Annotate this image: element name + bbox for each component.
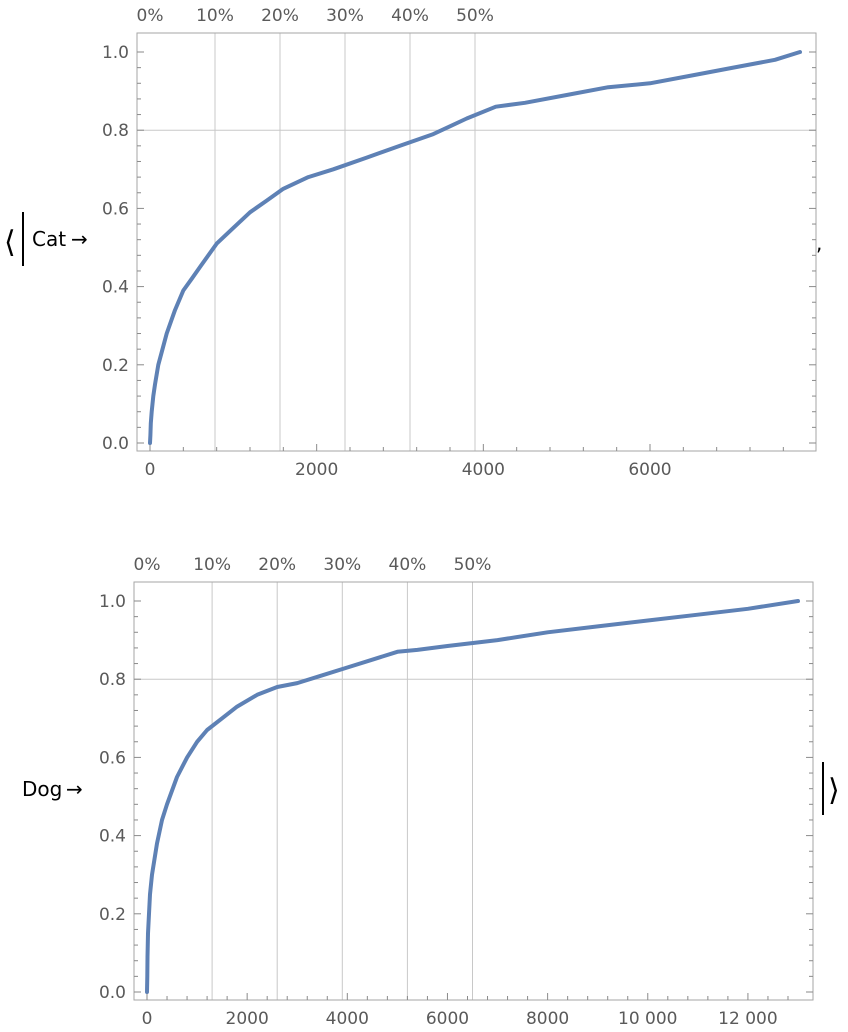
y-tick-label: 0.0 [102, 434, 129, 454]
y-tick-label: 1.0 [102, 43, 129, 63]
x-tick-label: 0 [142, 1009, 153, 1029]
plot-frame [136, 32, 817, 452]
y-tick-label: 0.0 [99, 983, 126, 1003]
y-tick-label: 0.4 [99, 827, 126, 847]
chart-1-key-label: Cat [32, 227, 66, 251]
y-tick-label: 0.4 [102, 278, 129, 298]
x-tick-label: 6000 [426, 1009, 469, 1029]
percent-tick-label: 20% [261, 6, 299, 26]
x-tick-label: 6000 [628, 460, 671, 480]
close-angle-bracket: ⟩ [828, 773, 840, 808]
percent-tick-label: 40% [389, 555, 427, 575]
percent-tick-label: 10% [196, 6, 234, 26]
series-line [148, 50, 802, 445]
y-tick-label: 0.6 [99, 748, 126, 768]
chart-cat: 0 2000 4000 6000 0.0 0.2 0.4 0.6 0.8 1.0 0% 10% 20% 3… [102, 6, 817, 480]
x-tick-label: 4000 [462, 460, 505, 480]
y-tick-label: 1.0 [99, 592, 126, 612]
percent-tick-label: 50% [456, 6, 494, 26]
y-tick-label: 0.2 [99, 905, 126, 925]
plot-frame [133, 581, 814, 1001]
series-line [145, 599, 800, 994]
y-tick-label: 0.8 [99, 670, 126, 690]
y-tick-label: 0.8 [102, 121, 129, 141]
x-tick-label: 12 000 [718, 1009, 777, 1029]
percent-tick-label: 30% [326, 6, 364, 26]
open-angle-bracket: ⟨ [4, 225, 16, 260]
x-tick-label: 2000 [226, 1009, 269, 1029]
percent-tick-label: 0% [137, 6, 164, 26]
x-tick-label: 0 [145, 460, 156, 480]
x-tick-label: 8000 [526, 1009, 569, 1029]
percent-tick-label: 50% [454, 555, 492, 575]
chart-1-arrow: → [71, 227, 88, 251]
percent-tick-label: 20% [258, 555, 296, 575]
y-tick-label: 0.6 [102, 199, 129, 219]
x-tick-label: 4000 [326, 1009, 369, 1029]
chart-2-arrow: → [66, 777, 83, 801]
chart-2-key-label: Dog [22, 777, 62, 801]
percent-tick-label: 40% [391, 6, 429, 26]
comma-separator: , [816, 231, 822, 255]
percent-tick-label: 10% [193, 555, 231, 575]
percent-tick-label: 0% [134, 555, 161, 575]
chart-dog: 0 2000 4000 6000 8000 10 000 12 000 0.0 0.2 0.4 0.… [99, 555, 814, 1029]
percent-tick-label: 30% [323, 555, 361, 575]
x-tick-label: 2000 [295, 460, 338, 480]
x-tick-label: 10 000 [618, 1009, 677, 1029]
y-tick-label: 0.2 [102, 356, 129, 376]
